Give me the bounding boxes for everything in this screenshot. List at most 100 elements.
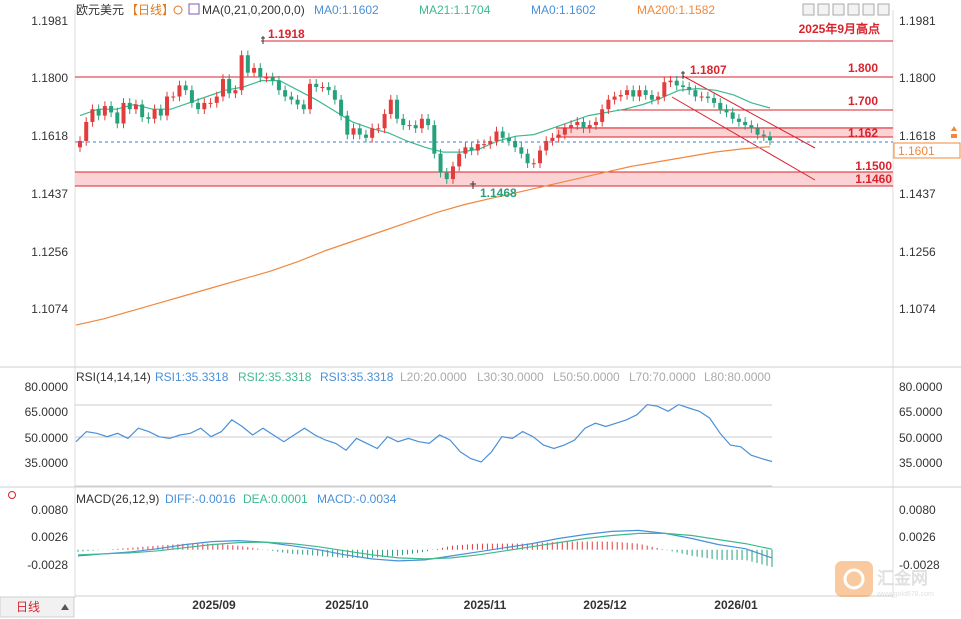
candle	[214, 96, 219, 103]
period-button-label: 日线	[16, 600, 40, 614]
label-low-1468: 1.1468	[480, 186, 517, 200]
label-level-1500: 1.1500	[855, 159, 892, 173]
candle	[749, 125, 754, 129]
macd-diff-line	[77, 529, 773, 562]
candle	[625, 90, 630, 95]
macd-indicator-icon[interactable]	[8, 491, 16, 499]
candle	[426, 118, 431, 126]
candle	[109, 106, 114, 113]
rsi-legend-title: RSI(14,14,14)	[76, 370, 151, 384]
candle	[656, 96, 661, 100]
candle	[432, 125, 437, 154]
macd-legend-value: MACD:-0.0034	[317, 492, 397, 506]
candle	[407, 125, 412, 127]
low-marker-nov	[470, 181, 476, 189]
period-button[interactable]	[0, 596, 75, 618]
label-level-1620: 1.162	[848, 126, 878, 140]
candle	[457, 153, 462, 167]
fullscreen-icon[interactable]	[877, 3, 890, 16]
support-zone	[75, 172, 893, 186]
candle	[761, 134, 766, 137]
candle	[308, 83, 312, 110]
candle	[127, 102, 132, 110]
left-price-tick: 1.1981	[31, 14, 68, 28]
x-axis-label: 2025/09	[192, 598, 236, 612]
candle	[631, 90, 636, 97]
indicator-toggle-icon[interactable]	[188, 3, 200, 15]
candle	[395, 99, 400, 119]
rsi-left-tick: 65.0000	[25, 405, 69, 419]
candle	[712, 98, 717, 103]
left-price-tick: 1.1618	[31, 129, 68, 143]
macd-right-tick: 0.0026	[899, 530, 936, 544]
candle	[581, 121, 586, 129]
ma21-line	[79, 79, 771, 153]
candle	[500, 131, 505, 138]
candle	[245, 55, 250, 73]
label-sep-high-note: 2025年9月高点	[799, 21, 880, 36]
chart-nav-controls[interactable]	[802, 3, 890, 16]
scroll-right-icon[interactable]	[847, 3, 860, 16]
period-dropdown-icon[interactable]	[61, 604, 69, 610]
candle	[488, 140, 493, 145]
candle	[239, 55, 244, 91]
macd-legend-dea: DEA:0.0001	[243, 492, 308, 506]
right-price-tick: 1.1800	[899, 71, 936, 85]
alert-bell-icon[interactable]	[951, 126, 957, 138]
candle	[525, 153, 530, 164]
watermark-text: 汇金网	[877, 568, 928, 588]
candle	[332, 90, 337, 100]
candle	[513, 140, 518, 148]
candle	[755, 128, 760, 135]
candle	[382, 113, 387, 129]
rsi-left-tick: 80.0000	[25, 380, 69, 394]
candle	[171, 96, 176, 98]
candle	[587, 125, 592, 129]
label-high-1918: 1.1918	[268, 27, 305, 41]
watermark-url: www.gold678.com	[876, 591, 934, 598]
candle	[593, 121, 598, 126]
candle	[643, 90, 648, 95]
scroll-left-icon[interactable]	[832, 3, 845, 16]
candle	[569, 125, 574, 129]
candle	[283, 90, 288, 97]
candle	[482, 144, 487, 146]
candle	[724, 109, 729, 113]
macd-legend-diff: DIFF:-0.0016	[165, 492, 236, 506]
watermark-logo-box	[835, 561, 873, 597]
zoom-in-icon[interactable]	[802, 3, 815, 16]
rsi-legend-l70: L70:70.0000	[629, 370, 696, 384]
rsi-right-tick: 50.0000	[899, 431, 943, 445]
settings-icon[interactable]	[173, 5, 183, 15]
candle	[202, 102, 207, 110]
label-level-1800: 1.800	[848, 61, 878, 75]
candle	[258, 67, 263, 78]
rsi-right-tick: 35.0000	[899, 456, 943, 470]
legend-ma-params: MA(0,21,0,200,0,0)	[202, 3, 305, 17]
legend-ma0: MA0:1.1602	[314, 3, 379, 17]
macd-legend-title: MACD(26,12,9)	[76, 492, 159, 506]
candle	[606, 99, 611, 110]
reset-view-icon[interactable]	[862, 3, 875, 16]
legend-symbol: 欧元美元	[76, 3, 124, 17]
candle	[227, 79, 232, 94]
candle	[96, 109, 101, 116]
candle	[506, 137, 511, 141]
candle	[220, 79, 225, 97]
left-price-tick: 1.1800	[31, 71, 68, 85]
legend-period[interactable]: 【日线】	[126, 3, 174, 17]
rsi-right-tick: 80.0000	[899, 380, 943, 394]
rsi-line	[75, 403, 773, 463]
macd-left-tick: 0.0080	[31, 503, 68, 517]
candle	[357, 128, 362, 135]
candle	[376, 128, 381, 130]
macd-right-tick: 0.0080	[899, 503, 936, 517]
candle	[469, 147, 474, 151]
candle	[600, 109, 605, 122]
candle	[401, 118, 406, 126]
x-axis-label: 2025/10	[325, 598, 369, 612]
candle	[165, 96, 170, 116]
zoom-out-icon[interactable]	[817, 3, 830, 16]
